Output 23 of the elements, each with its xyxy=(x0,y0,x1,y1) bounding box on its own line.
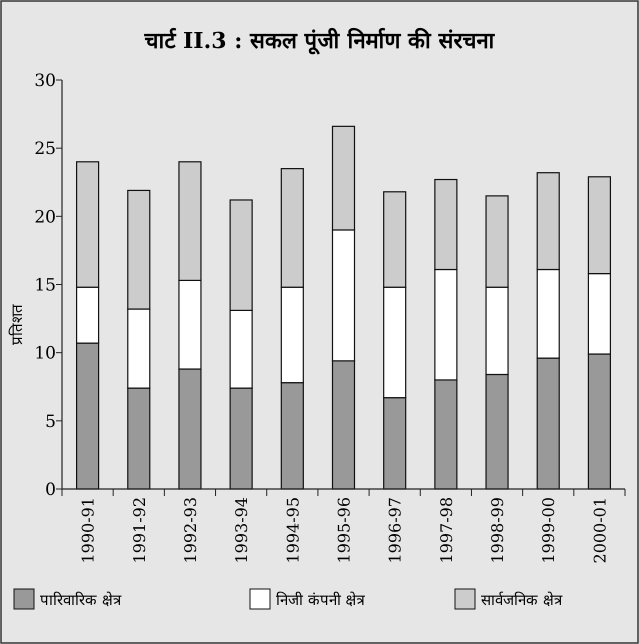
y-tick-label: 0 xyxy=(45,480,56,500)
x-tick-label: 1992-93 xyxy=(180,497,200,564)
x-tick-label: 1991-92 xyxy=(130,497,149,564)
legend-label: सार्वजनिक क्षेत्र xyxy=(481,591,563,609)
x-tick-label: 1993-94 xyxy=(232,497,252,564)
x-tick-label: 2000-01 xyxy=(590,497,610,564)
x-tick-label: 1994-95 xyxy=(283,497,302,564)
x-tick-label: 1995-96 xyxy=(334,497,354,564)
x-tick-label: 1996-97 xyxy=(386,497,405,564)
y-tick-label: 20 xyxy=(34,207,56,228)
y-tick-label: 10 xyxy=(34,344,56,364)
x-tick-label: 1990-91 xyxy=(78,497,98,564)
y-tick-label: 25 xyxy=(34,139,56,160)
legend-label: पारिवारिक क्षेत्र xyxy=(40,591,122,609)
chart-title: चार्ट II.3 : सकल पूंजी निर्माण की संरचना xyxy=(143,27,496,55)
y-axis-title: प्रतिशत xyxy=(8,304,26,345)
y-tick-label: 5 xyxy=(45,412,56,432)
y-tick-label: 30 xyxy=(34,71,56,91)
y-tick-label: 15 xyxy=(34,276,56,296)
x-tick-label: 1997-98 xyxy=(436,497,456,564)
x-tick-label: 1999-00 xyxy=(539,497,558,564)
x-tick-label: 1998-99 xyxy=(488,497,508,564)
legend-label: निजी कंपनी क्षेत्र xyxy=(276,591,366,609)
